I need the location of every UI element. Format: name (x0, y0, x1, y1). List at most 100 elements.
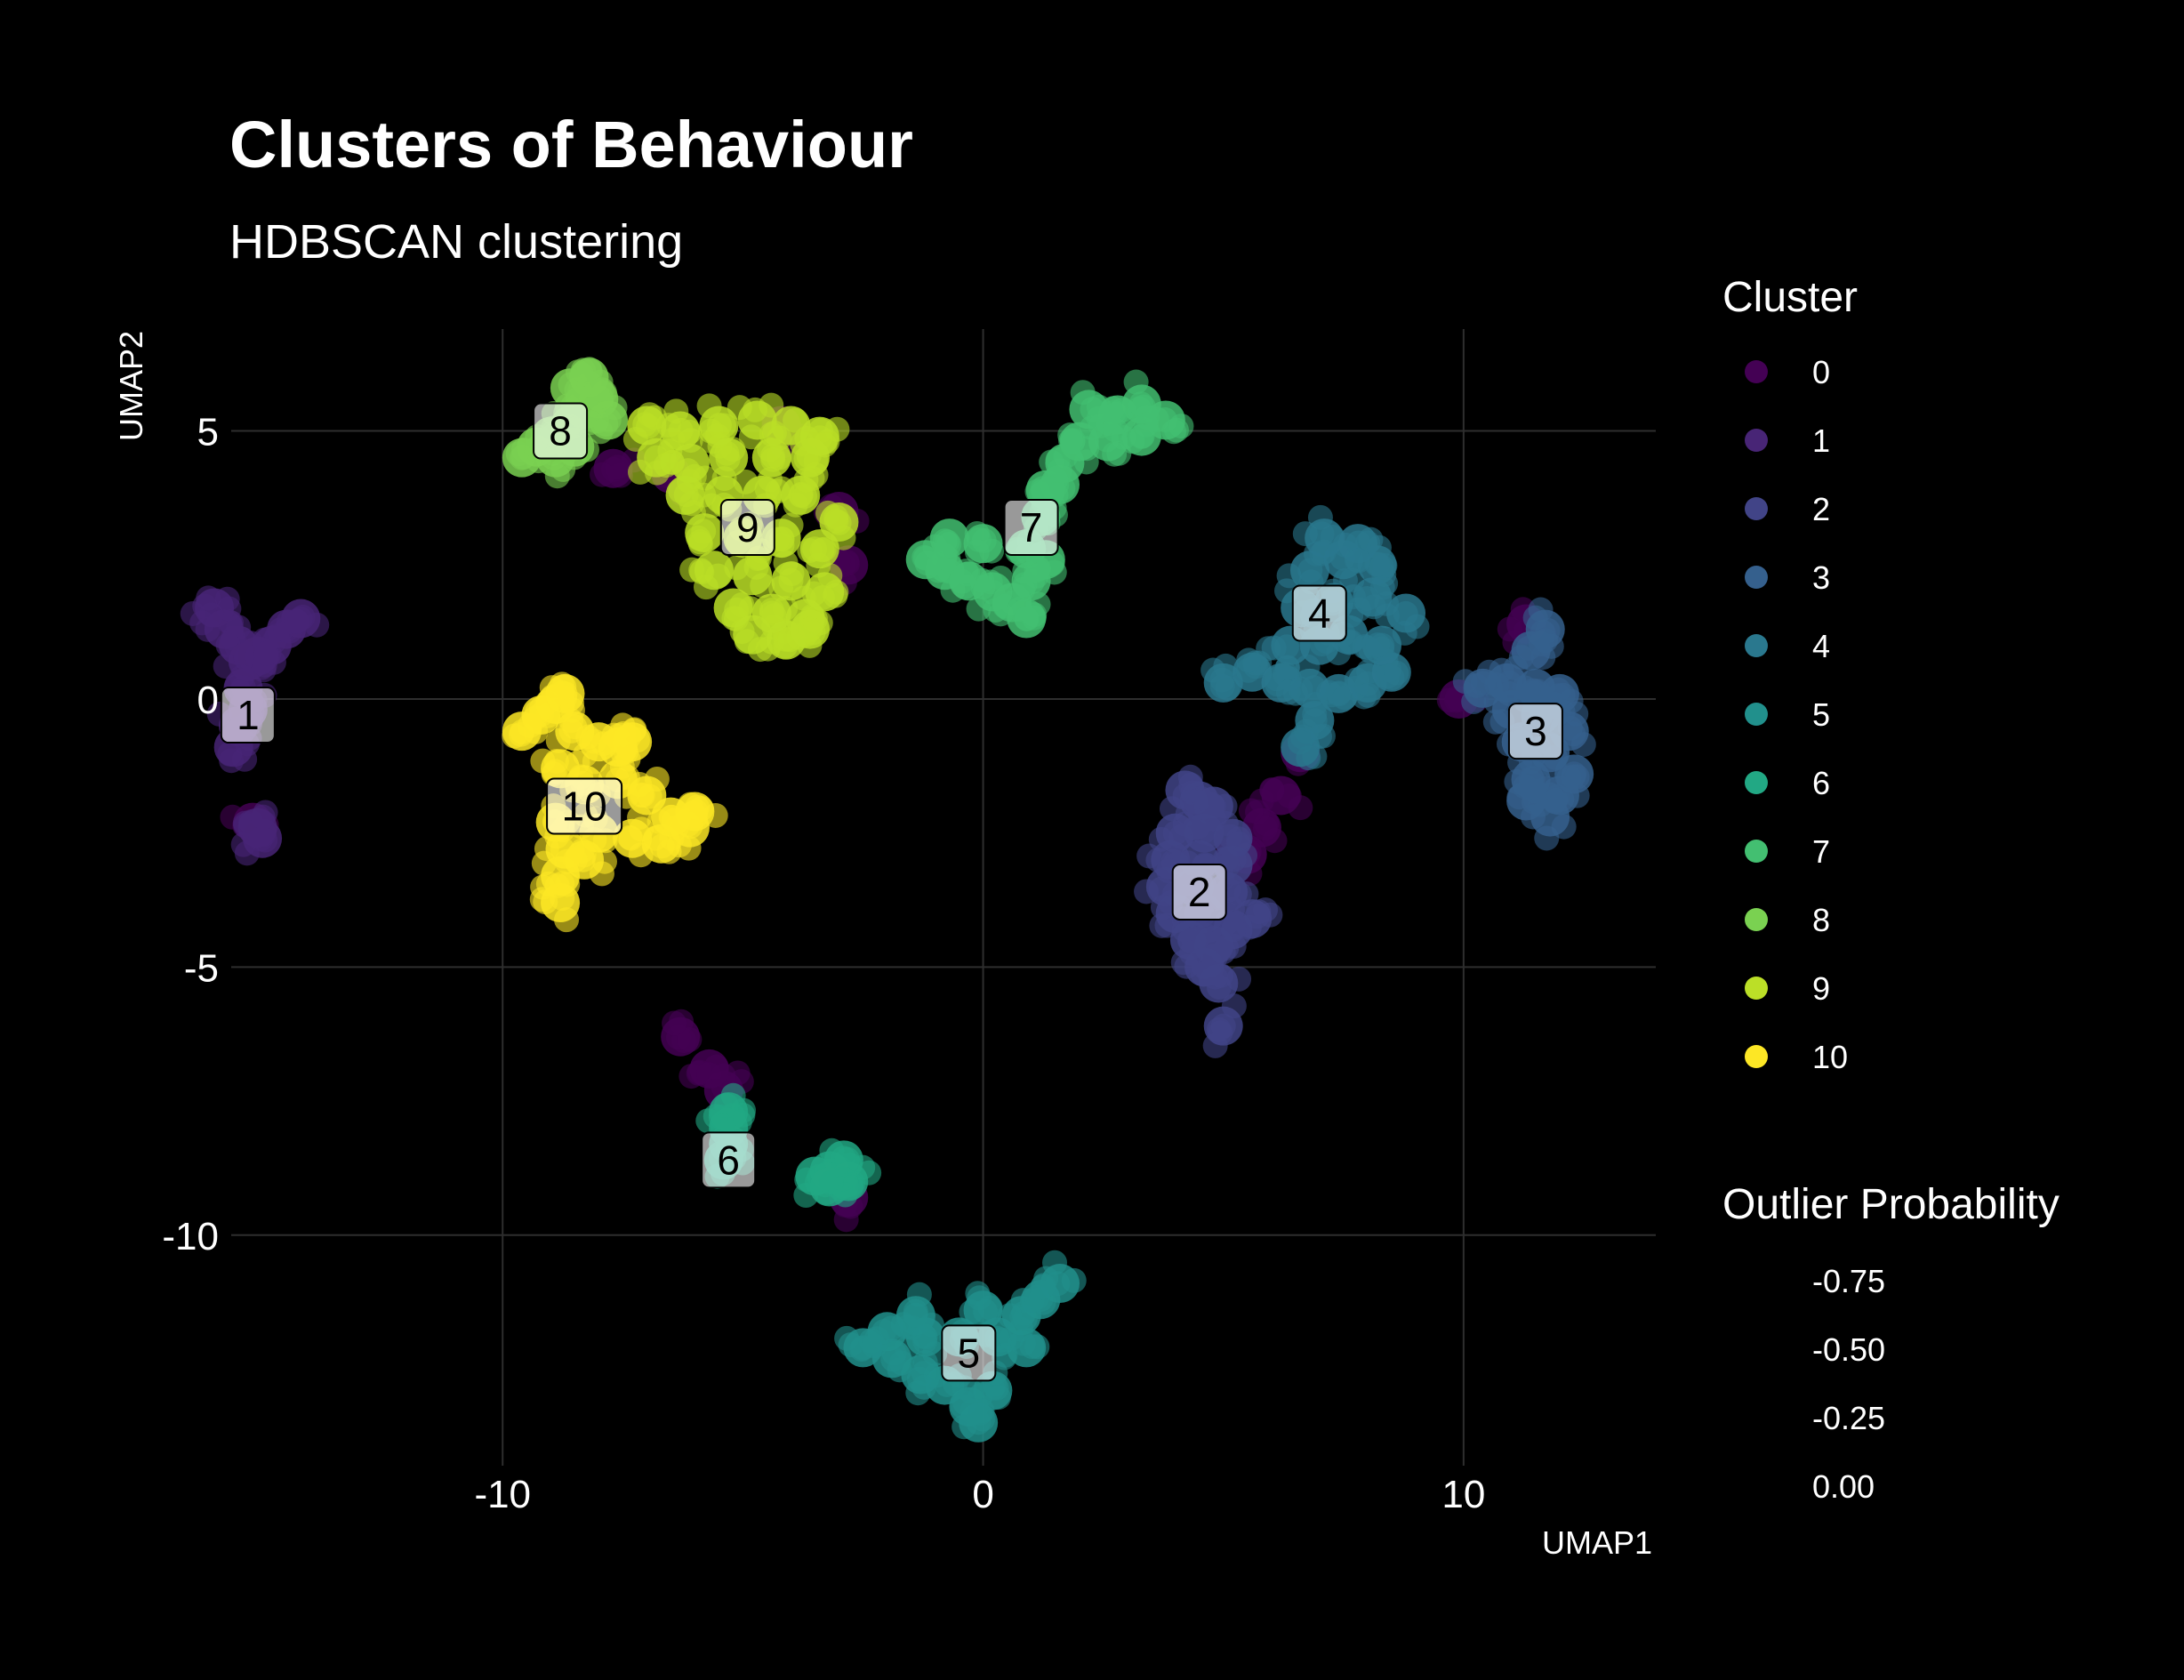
data-point-halo (678, 428, 703, 454)
data-point-halo (1238, 798, 1264, 824)
data-point-halo (250, 804, 276, 830)
data-point-halo (984, 1375, 1009, 1401)
cluster-label-box (546, 777, 623, 835)
data-point-halo (815, 500, 840, 526)
data-point-halo (1024, 1334, 1050, 1360)
legend-label: 1 (1812, 422, 1830, 459)
x-axis-title: UMAP1 (1542, 1524, 1652, 1561)
data-point-halo (1061, 1267, 1087, 1293)
data-point-halo (1306, 724, 1332, 750)
data-point-halo (1542, 789, 1568, 815)
data-point-halo (677, 1026, 703, 1052)
legend-label: 10 (1812, 1039, 1848, 1075)
data-point-halo (1163, 417, 1189, 443)
data-point-halo (983, 598, 1008, 623)
cluster-label-text: 8 (549, 408, 572, 454)
data-point-halo (803, 448, 829, 474)
cluster-label-box (701, 1131, 757, 1189)
data-point-halo (1014, 606, 1040, 631)
data-point-halo (724, 555, 750, 581)
data-point-halo (1208, 1020, 1233, 1046)
data-point-halo (1274, 655, 1300, 681)
data-point-halo (711, 1063, 736, 1089)
data-point-halo (590, 377, 615, 403)
cluster-label-box (719, 499, 775, 557)
data-point-halo (1393, 600, 1418, 626)
data-point-halo (198, 602, 224, 628)
cluster-labels: 1 2 3 4 5 6 7 8 9 10 (220, 402, 1563, 1382)
cluster-label-box (220, 687, 276, 744)
outlier-legend-label: 0.00 (1812, 1468, 1875, 1505)
outlier-legend-label: -0.50 (1812, 1331, 1885, 1368)
legend-clusters: 0 1 2 3 4 5 6 7 8 9 10 (1745, 354, 1848, 1075)
data-point-halo (217, 741, 243, 767)
legend-item-cluster-9: 9 (1745, 970, 1830, 1007)
cluster-label: 1 (220, 687, 276, 744)
legend-item-cluster-8: 8 (1745, 902, 1830, 938)
data-point-halo (1366, 535, 1392, 560)
cluster-label: 10 (546, 777, 623, 835)
cluster-label-box (1507, 703, 1563, 760)
data-point-halo (1528, 597, 1554, 623)
cluster-label-text: 3 (1524, 708, 1547, 754)
data-point-halo (903, 1302, 928, 1328)
data-point-halo (1276, 563, 1302, 589)
legend-swatch (1745, 977, 1768, 1000)
legend-item-cluster-10: 10 (1745, 1039, 1848, 1075)
data-point-halo (1275, 679, 1301, 705)
data-point-halo (935, 529, 960, 555)
cluster-label-text: 7 (1020, 504, 1043, 551)
data-point-halo (1010, 576, 1036, 602)
data-point-halo (1259, 777, 1285, 803)
cluster-label-box (533, 402, 589, 460)
data-point-halo (662, 1010, 687, 1036)
data-point-halo (1134, 412, 1160, 438)
legend-label: 0 (1812, 354, 1830, 390)
data-point-halo (713, 1092, 739, 1118)
data-point-halo (637, 784, 662, 809)
data-point-halo (834, 1325, 860, 1351)
data-point-halo (738, 424, 764, 450)
chart-subtitle: HDBSCAN clustering (229, 215, 683, 269)
data-point-halo (793, 467, 819, 493)
cluster-label: 6 (701, 1131, 757, 1189)
legend-outlier-title: Outlier Probability (1722, 1181, 2060, 1228)
data-point-halo (1497, 680, 1522, 706)
outlier-legend-label: -0.75 (1812, 1263, 1885, 1299)
data-point-halo (1208, 962, 1233, 988)
data-point-halo (1196, 917, 1222, 943)
data-point-halo (531, 850, 557, 876)
legend-label: 4 (1812, 628, 1830, 664)
data-point-halo (1288, 795, 1313, 821)
data-point-halo (1482, 709, 1508, 735)
series-7 (905, 369, 1194, 639)
cluster-label: 4 (1291, 584, 1347, 642)
data-point-halo (769, 526, 795, 551)
legend-label: 5 (1812, 696, 1830, 733)
legend-item-cluster-0: 0 (1745, 354, 1830, 390)
cluster-label-text: 6 (717, 1137, 740, 1183)
cluster-label: 7 (1003, 499, 1059, 557)
y-tick-label: -10 (162, 1215, 219, 1258)
data-point-halo (1297, 558, 1323, 583)
data-point-halo (551, 674, 577, 700)
legend-swatch (1745, 771, 1768, 794)
cluster-label: 9 (719, 499, 775, 557)
legend-label: 9 (1812, 970, 1830, 1007)
data-point-halo (1355, 682, 1381, 708)
data-point-halo (554, 907, 580, 933)
legend-label: 3 (1812, 559, 1830, 596)
data-point-halo (760, 446, 786, 472)
cluster-label: 8 (533, 402, 589, 460)
cluster-label: 5 (941, 1324, 997, 1382)
data-point-halo (734, 629, 759, 655)
data-point-halo (591, 848, 617, 874)
y-tick-label: 0 (197, 679, 219, 722)
data-point-halo (1221, 993, 1247, 1019)
data-points (180, 357, 1596, 1443)
data-point-halo (1185, 814, 1211, 840)
data-point-halo (1570, 732, 1596, 758)
data-point-halo (1365, 632, 1391, 658)
data-point-halo (609, 753, 635, 779)
data-point-halo (973, 1298, 999, 1324)
